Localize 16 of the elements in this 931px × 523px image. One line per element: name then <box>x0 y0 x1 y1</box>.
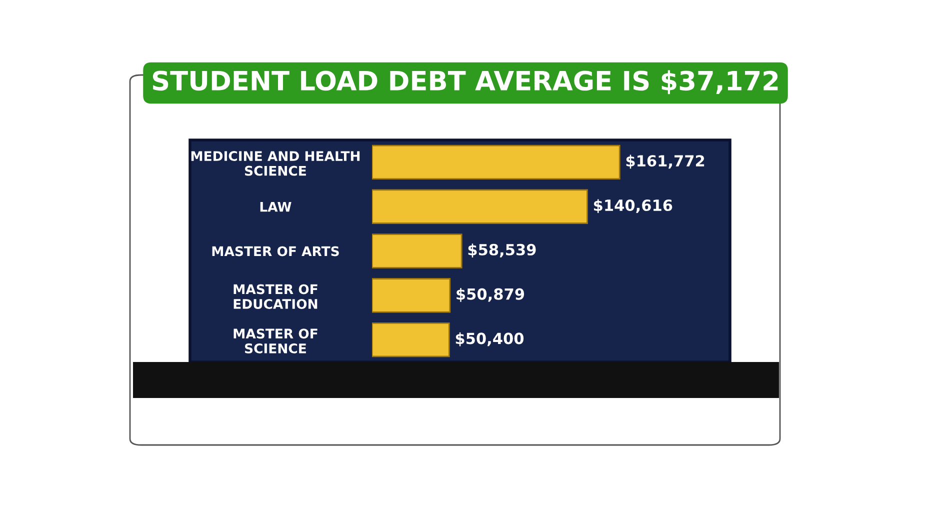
data-label: $58,539 <box>468 244 536 258</box>
y-tick-label: MASTER OF EDUCATION <box>234 284 318 309</box>
bar <box>372 278 451 313</box>
bar <box>372 322 450 358</box>
chart-title: STUDENT LOAD DEBT AVERAGE IS $37,172 <box>152 70 778 94</box>
y-tick-label: MASTER OF SCIENCE <box>234 328 318 354</box>
data-label: $161,772 <box>626 154 704 169</box>
data-label: $50,400 <box>456 332 524 346</box>
bar <box>372 144 620 180</box>
bar <box>372 234 462 268</box>
y-tick-label: MASTER OF ARTS <box>212 246 339 256</box>
y-tick-label: MEDICINE AND HEALTH SCIENCE <box>191 151 360 176</box>
data-label: $50,879 <box>456 288 524 302</box>
bar <box>372 189 588 224</box>
y-tick-label: LAW <box>260 202 292 212</box>
data-label: $140,616 <box>594 199 672 214</box>
